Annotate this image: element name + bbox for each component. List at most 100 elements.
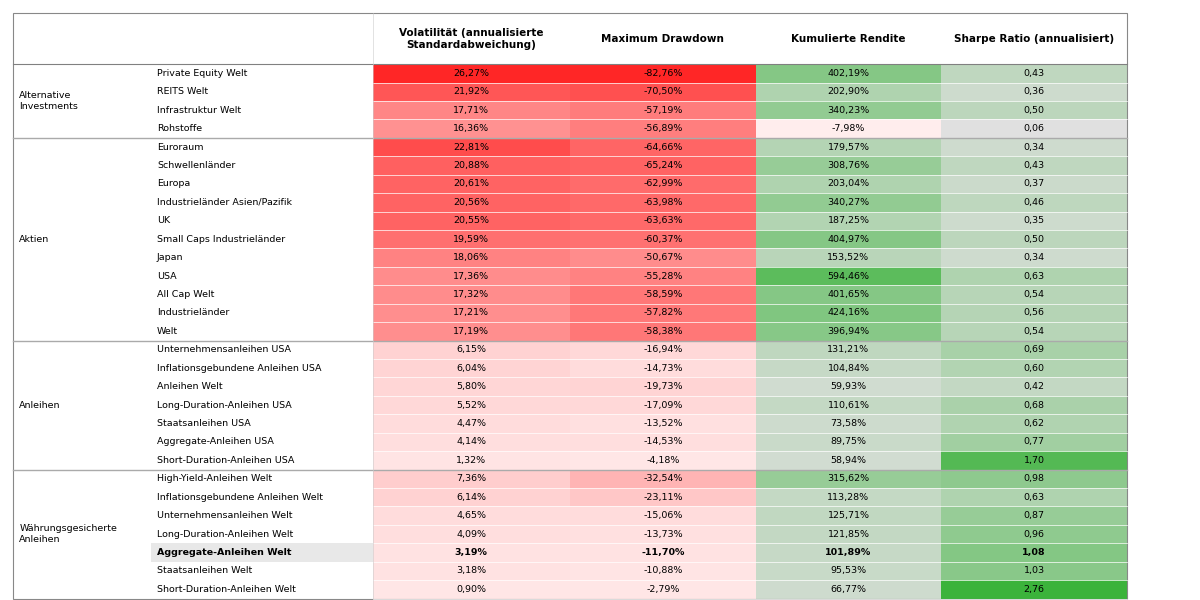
Bar [151,248,372,267]
Bar [372,230,570,248]
Text: 0,35: 0,35 [1024,216,1044,225]
Text: 17,36%: 17,36% [454,272,490,281]
Bar [756,414,941,433]
Text: Schwellenländer: Schwellenländer [157,161,235,170]
Text: -56,89%: -56,89% [643,124,683,133]
Bar [13,175,151,193]
Bar [13,64,151,83]
Bar [570,451,756,470]
Bar [756,304,941,322]
Text: -16,94%: -16,94% [643,345,683,354]
Text: 20,55%: 20,55% [454,216,490,225]
Text: 66,77%: 66,77% [830,585,866,594]
Bar [756,64,941,83]
Bar [151,377,372,396]
Text: 17,71%: 17,71% [454,106,490,115]
Text: -15,06%: -15,06% [643,511,683,520]
Bar [151,175,372,193]
Bar [372,156,570,175]
Bar [13,101,151,119]
Text: 0,50: 0,50 [1024,235,1044,244]
Text: Infrastruktur Welt: Infrastruktur Welt [157,106,241,115]
Bar [151,506,372,525]
Bar [151,525,372,544]
Bar [756,322,941,341]
Bar [756,377,941,396]
Bar [756,580,941,599]
Text: 16,36%: 16,36% [454,124,490,133]
Bar [756,212,941,230]
Text: 17,19%: 17,19% [454,327,490,336]
Text: Alternative
Investments: Alternative Investments [19,91,78,110]
Bar [570,396,756,414]
Bar [570,193,756,212]
Bar [13,359,151,377]
Bar [151,359,372,377]
Bar [13,433,151,451]
Text: Euroraum: Euroraum [157,143,204,152]
Bar [570,359,756,377]
Text: 315,62%: 315,62% [827,475,870,484]
Text: -63,63%: -63,63% [643,216,683,225]
Text: All Cap Welt: All Cap Welt [157,290,215,299]
Bar [372,119,570,138]
Text: 0,34: 0,34 [1024,253,1044,262]
Text: 26,27%: 26,27% [454,69,490,78]
Text: 20,61%: 20,61% [454,179,490,188]
Text: Short-Duration-Anleihen USA: Short-Duration-Anleihen USA [157,456,294,465]
Text: 20,88%: 20,88% [454,161,490,170]
Bar [151,156,372,175]
Bar [941,175,1127,193]
Bar [941,304,1127,322]
Text: 0,90%: 0,90% [456,585,486,594]
Bar [756,470,941,488]
Text: 3,18%: 3,18% [456,566,486,575]
Text: 401,65%: 401,65% [828,290,870,299]
Bar [941,544,1127,562]
Text: 340,23%: 340,23% [827,106,870,115]
Bar [151,580,372,599]
Bar [756,433,941,451]
Text: 203,04%: 203,04% [827,179,870,188]
Text: 0,63: 0,63 [1024,493,1044,502]
Text: Welt: Welt [157,327,178,336]
Bar [372,396,570,414]
Bar [372,544,570,562]
Text: 18,06%: 18,06% [454,253,490,262]
Bar [13,119,151,138]
Text: 0,54: 0,54 [1024,327,1044,336]
Text: Aktien: Aktien [19,235,49,244]
Bar [756,359,941,377]
Bar [151,433,372,451]
Text: -13,52%: -13,52% [643,419,683,428]
Text: 17,21%: 17,21% [454,308,490,317]
Text: 0,56: 0,56 [1024,308,1044,317]
Bar [372,248,570,267]
Text: -32,54%: -32,54% [643,475,683,484]
Text: 0,98: 0,98 [1024,475,1044,484]
Text: 89,75%: 89,75% [830,437,866,446]
Bar [151,322,372,341]
Bar [372,525,570,544]
Bar [13,267,151,285]
Bar [941,230,1127,248]
Bar [151,101,372,119]
Text: Sharpe Ratio (annualisiert): Sharpe Ratio (annualisiert) [954,34,1114,44]
Bar [151,414,372,433]
Bar [941,64,1127,83]
Bar [372,101,570,119]
Text: -64,66%: -64,66% [643,143,683,152]
Bar [756,544,941,562]
Bar [941,156,1127,175]
Bar [941,451,1127,470]
Bar [151,470,372,488]
Text: 5,80%: 5,80% [456,382,486,391]
Bar [372,267,570,285]
Bar [13,193,151,212]
Bar [570,156,756,175]
Text: 179,57%: 179,57% [828,143,870,152]
Bar [13,83,151,101]
Bar [941,138,1127,156]
Bar [13,451,151,470]
Bar [570,414,756,433]
